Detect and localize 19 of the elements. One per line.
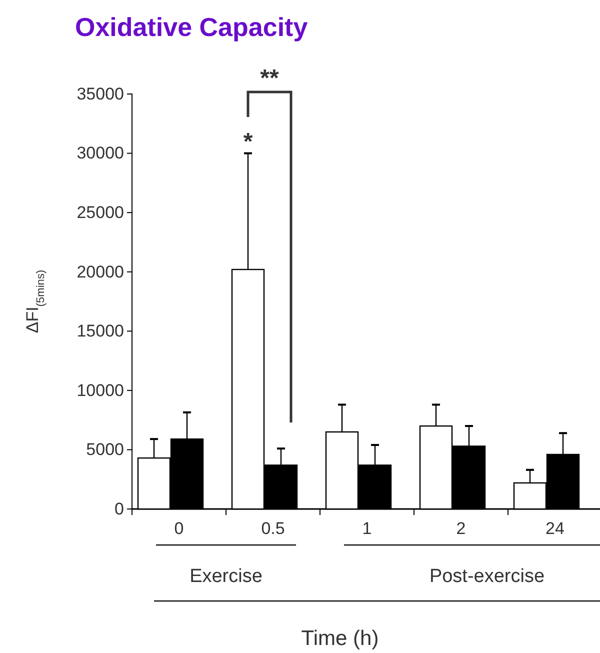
y-tick-label: 0 bbox=[114, 499, 124, 518]
y-tick-label: 5000 bbox=[86, 440, 124, 460]
y-tick-label: 25000 bbox=[76, 203, 124, 222]
text: ** bbox=[260, 65, 280, 92]
x-axis-title: Time (h) bbox=[301, 627, 379, 650]
y-tick-label: 30000 bbox=[76, 144, 124, 163]
text: Post-exercise bbox=[429, 566, 545, 587]
text: Exercise bbox=[190, 566, 262, 587]
y-tick-label: 35000 bbox=[76, 84, 124, 104]
x-tick-label: 2 bbox=[456, 519, 466, 538]
chart-title: Oxidative Capacity bbox=[75, 12, 308, 42]
x-tick-label: 1 bbox=[362, 519, 372, 538]
y-tick-label: 15000 bbox=[76, 322, 124, 341]
annotation: * bbox=[243, 128, 254, 156]
x-tick-label: 24 bbox=[546, 519, 564, 538]
x-tick-label: 0.5 bbox=[261, 519, 285, 538]
x-tick-label: 0 bbox=[174, 519, 184, 538]
y-tick-label: 20000 bbox=[76, 262, 124, 282]
y-tick-label: 10000 bbox=[76, 380, 124, 400]
